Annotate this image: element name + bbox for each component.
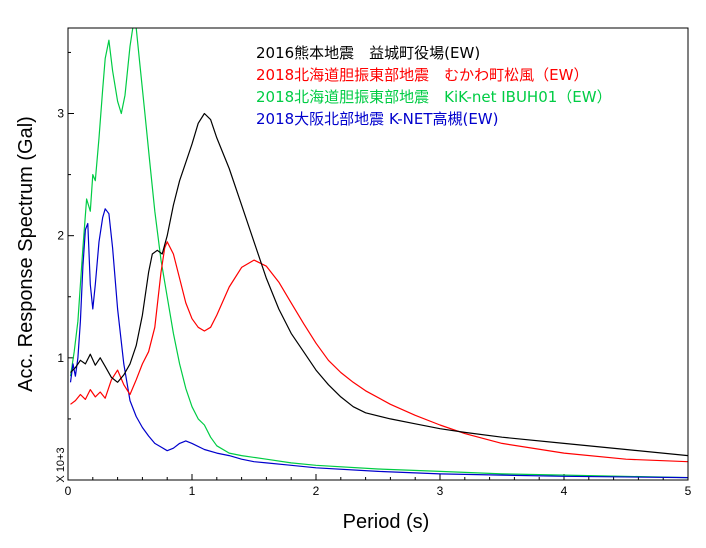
series-layer (69, 28, 688, 479)
x-tick-label: 1 (189, 484, 196, 498)
x-tick-label: 2 (313, 484, 320, 498)
legend-entry-1: 2018北海道胆振東部地震 むかわ町松風（EW） (256, 66, 589, 84)
legend: 2016熊本地震 益城町役場(EW) 2018北海道胆振東部地震 むかわ町松風（E… (256, 44, 612, 128)
y-tick-label: 1 (57, 351, 64, 365)
legend-entry-2: 2018北海道胆振東部地震 KiK-net IBUH01（EW） (256, 88, 612, 106)
y-axis-title: Acc. Response Spectrum (Gal) (15, 116, 37, 392)
x-tick-label: 5 (685, 484, 692, 498)
axis-ticks: 0 1 2 3 4 5 1 2 3 (57, 51, 692, 498)
series-line-2 (69, 28, 688, 479)
x-tick-label: 3 (437, 484, 444, 498)
legend-entry-3: 2018大阪北部地震 K-NET高槻(EW) (256, 110, 499, 128)
y-axis-multiplier: X 10+3 (55, 447, 67, 482)
plot-frame (67, 27, 689, 481)
x-tick-label: 0 (65, 484, 72, 498)
x-axis-title: Period (s) (343, 511, 430, 533)
y-tick-label: 3 (57, 107, 64, 121)
series-line-1 (70, 241, 688, 463)
series-line-0 (70, 112, 688, 457)
series-line-3 (69, 208, 688, 479)
y-tick-label: 2 (57, 229, 64, 243)
legend-entry-0: 2016熊本地震 益城町役場(EW) (256, 44, 480, 62)
x-tick-label: 4 (561, 484, 568, 498)
